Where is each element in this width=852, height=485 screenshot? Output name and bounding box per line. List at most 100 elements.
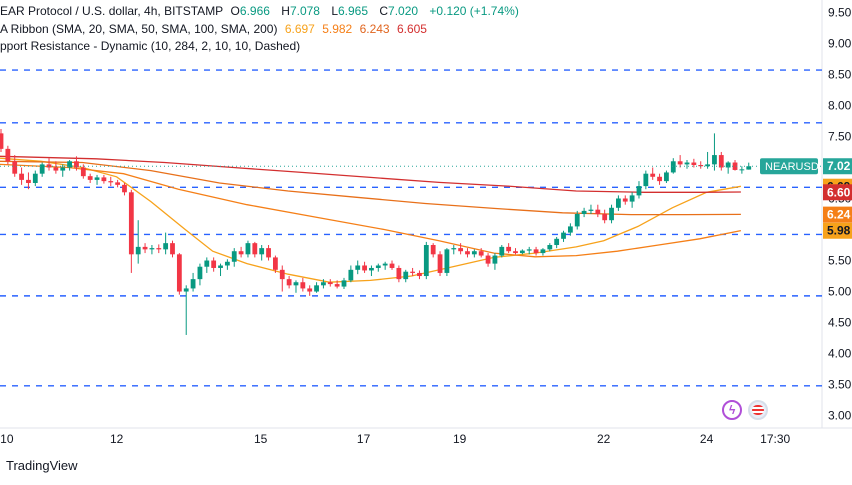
candle-body: [190, 279, 196, 289]
candle-body: [574, 214, 580, 227]
candle-body: [588, 209, 594, 211]
candle-body: [238, 251, 244, 255]
candle-body: [32, 173, 38, 183]
candle-body: [334, 284, 340, 287]
candle-body: [712, 155, 717, 165]
candle-body: [327, 282, 333, 285]
symbol-legend[interactable]: EAR Protocol / U.S. dollar, 4h, BITSTAMP…: [0, 4, 523, 19]
x-tick-label: 22: [597, 432, 611, 446]
candle-body: [465, 251, 470, 255]
candle-body: [670, 161, 676, 173]
candle-body: [739, 169, 745, 171]
candle-body: [396, 267, 402, 280]
candle-body: [224, 261, 230, 266]
ma-ribbon-legend[interactable]: A Ribbon (SMA, 20, SMA, 50, SMA, 100, SM…: [0, 22, 431, 37]
candle-body: [300, 282, 306, 289]
lightning-icon[interactable]: ϟ: [722, 400, 742, 420]
open-label: O: [230, 4, 240, 18]
candle-body: [46, 164, 52, 168]
candle-body: [108, 181, 114, 183]
x-tick-label: 17:30: [760, 432, 790, 446]
candle-body: [293, 282, 299, 286]
open-value: 6.966: [239, 4, 270, 18]
y-tick-label: 5.00: [828, 285, 852, 299]
candle-body: [142, 246, 148, 250]
candle-body: [218, 265, 223, 268]
candle-body: [60, 167, 66, 171]
candle-body: [231, 251, 237, 262]
candle-body: [314, 285, 319, 292]
candle-body: [513, 251, 518, 254]
ma-line: [0, 160, 741, 216]
low-label: L: [331, 4, 338, 18]
price-badge: [823, 222, 852, 239]
candle-body: [176, 254, 182, 292]
candle-body: [698, 164, 704, 167]
candle-body: [430, 245, 436, 255]
candle-body: [506, 246, 512, 252]
candle-body: [423, 245, 429, 277]
candle-body: [458, 248, 464, 252]
candle-body: [410, 271, 415, 273]
candle-body: [245, 243, 251, 255]
candle-body: [362, 265, 367, 271]
y-tick-label: 4.00: [828, 347, 852, 361]
candle-body: [321, 282, 326, 286]
candle-body: [561, 232, 566, 239]
candle-body: [266, 248, 271, 258]
price-badge-value: 6.60: [827, 185, 851, 199]
candle-body: [0, 133, 4, 149]
ma-ribbon-title: A Ribbon (SMA, 20, SMA, 50, SMA, 100, SM…: [0, 22, 278, 36]
candle-body: [135, 246, 141, 255]
candle-body: [382, 263, 388, 266]
candle-body: [746, 166, 752, 170]
candle-body: [478, 251, 484, 256]
symbol-badge-label: NEARUSD: [765, 161, 819, 173]
candle-body: [691, 162, 697, 165]
candle-body: [355, 265, 361, 270]
candle-body: [705, 164, 710, 167]
price-badge-value: 7.02: [827, 159, 851, 173]
symbol-title: EAR Protocol / U.S. dollar, 4h, BITSTAMP: [0, 4, 224, 18]
candle-body: [101, 177, 107, 182]
candle-body: [389, 263, 395, 268]
time-axis[interactable]: 10 12 15 17 19 22 24 17:30: [0, 432, 790, 446]
candle-body: [197, 266, 203, 280]
candle-body: [87, 176, 93, 180]
y-tick-label: 8.50: [828, 67, 852, 81]
candle-body: [26, 179, 31, 183]
candle-body: [595, 209, 601, 214]
candle-body: [74, 161, 79, 168]
ma50-value: 5.982: [322, 22, 353, 36]
price-badge-value: 5.98: [827, 224, 851, 238]
candle-body: [259, 248, 265, 255]
price-badge: [823, 206, 852, 223]
candle-body: [725, 162, 731, 168]
candle-body: [547, 245, 553, 250]
candle-body: [732, 162, 738, 170]
sr-legend[interactable]: pport Resistance - Dynamic (10, 284, 2, …: [0, 39, 304, 54]
candle-body: [616, 198, 621, 208]
candle-body: [650, 173, 656, 177]
candle-body: [252, 243, 258, 255]
candle-body: [533, 249, 539, 254]
close-value: 7.020: [388, 4, 419, 18]
candle-body: [80, 167, 86, 177]
ma-line: [0, 157, 742, 283]
candles: [0, 129, 752, 335]
support-resistance-lines: [0, 69, 822, 387]
candle-body: [279, 269, 285, 280]
candle-body: [664, 172, 669, 182]
candle-body: [128, 192, 134, 255]
change-value: +0.120 (+1.74%): [429, 4, 519, 18]
symbol-badge: [760, 158, 818, 175]
tradingview-brand[interactable]: TradingView: [6, 458, 78, 473]
price-badge: [823, 184, 852, 201]
ma200-value: 6.605: [396, 22, 427, 36]
y-tick-label: 9.50: [828, 5, 852, 19]
us-flag-icon[interactable]: [748, 400, 768, 420]
candle-body: [677, 161, 683, 165]
candle-body: [163, 243, 169, 250]
candle-body: [622, 198, 628, 202]
